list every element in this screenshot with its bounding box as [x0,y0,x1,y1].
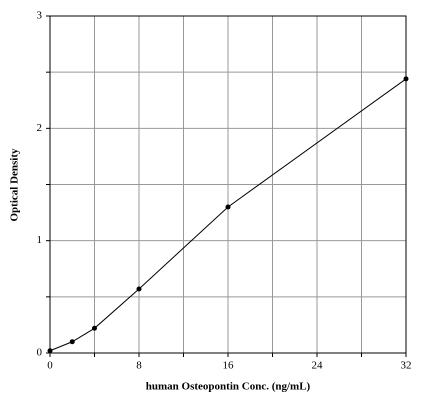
y-tick-label: 2 [37,122,43,134]
line [49,78,407,352]
x-axis-title: human Osteopontin Conc. (ng/mL) [146,381,311,393]
point [69,339,75,345]
point [403,76,409,82]
point [136,286,142,292]
point [225,204,231,210]
y-axis-title: Optical Density [9,148,21,222]
x-tick-label: 8 [136,360,142,372]
x-tick-label: 24 [312,360,324,372]
x-tick-label: 16 [223,360,235,372]
x-tick-label: 0 [47,360,53,372]
y-tick-label: 1 [37,234,43,246]
point [47,348,53,354]
x-tick-label: 32 [401,360,412,372]
point [92,325,97,331]
plot-frame [49,15,407,354]
y-tick-label: 3 [37,10,43,22]
y-tick-label: 0 [37,347,43,359]
